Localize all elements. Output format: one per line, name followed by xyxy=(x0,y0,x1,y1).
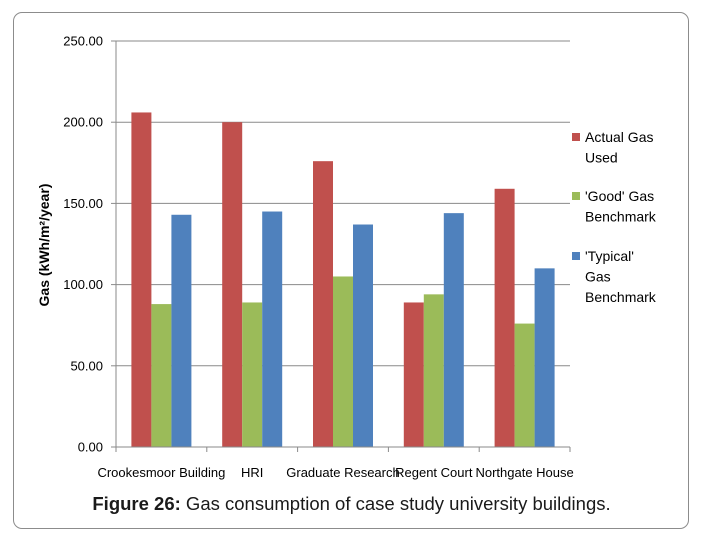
bar xyxy=(262,211,283,447)
legend-label: Gas xyxy=(585,269,611,285)
bar xyxy=(222,122,243,447)
legend-label: 'Good' Gas xyxy=(585,188,654,204)
legend-swatch xyxy=(572,192,580,200)
bar xyxy=(171,214,192,447)
bar xyxy=(151,304,172,447)
x-tick-label: HRI xyxy=(241,465,263,480)
bar xyxy=(494,188,515,447)
bar xyxy=(313,161,333,447)
y-tick-labels: 0.00 50.00 100.00 150.00 200.00 250.00 xyxy=(63,34,103,455)
x-tick-label: Northgate House xyxy=(475,465,573,480)
bar xyxy=(333,276,353,447)
x-tick-labels: Crookesmoor Building HRI Graduate Research… xyxy=(97,465,573,480)
caption-label: Figure 26: xyxy=(92,493,181,514)
bar xyxy=(242,302,263,447)
legend-label: Benchmark xyxy=(585,209,657,225)
bar xyxy=(534,268,555,447)
caption-text: Gas consumption of case study university… xyxy=(180,493,611,514)
bar xyxy=(514,323,535,447)
bar xyxy=(131,112,152,448)
bar xyxy=(353,224,373,447)
bar xyxy=(443,213,464,447)
y-tick-label: 100.00 xyxy=(63,277,103,292)
y-axis-label: Gas (kWh/m²/year) xyxy=(36,184,52,307)
bar xyxy=(423,294,444,447)
legend-label: Used xyxy=(585,150,618,166)
legend-swatch xyxy=(572,252,580,260)
figure-caption: Figure 26: Gas consumption of case study… xyxy=(0,493,703,515)
axes xyxy=(111,40,571,452)
legend: Actual Gas Used 'Good' Gas Benchmark 'Typica… xyxy=(572,129,657,305)
x-tick-label: Crookesmoor Building xyxy=(97,465,225,480)
y-tick-label: 0.00 xyxy=(78,440,103,455)
bar xyxy=(403,302,424,447)
x-tick-label: Regent Court xyxy=(395,465,473,480)
legend-label: Benchmark xyxy=(585,289,657,305)
y-tick-label: 200.00 xyxy=(63,115,103,130)
y-tick-label: 150.00 xyxy=(63,196,103,211)
y-tick-label: 50.00 xyxy=(70,358,103,373)
x-tick-label: Graduate Research xyxy=(286,465,399,480)
y-tick-label: 250.00 xyxy=(63,34,103,49)
bar-chart: 0.00 50.00 100.00 150.00 200.00 250.00 Crooke… xyxy=(36,34,657,481)
legend-label: Actual Gas xyxy=(585,129,653,145)
bars xyxy=(131,112,555,448)
legend-label: 'Typical' xyxy=(585,248,634,264)
legend-swatch xyxy=(572,133,580,141)
